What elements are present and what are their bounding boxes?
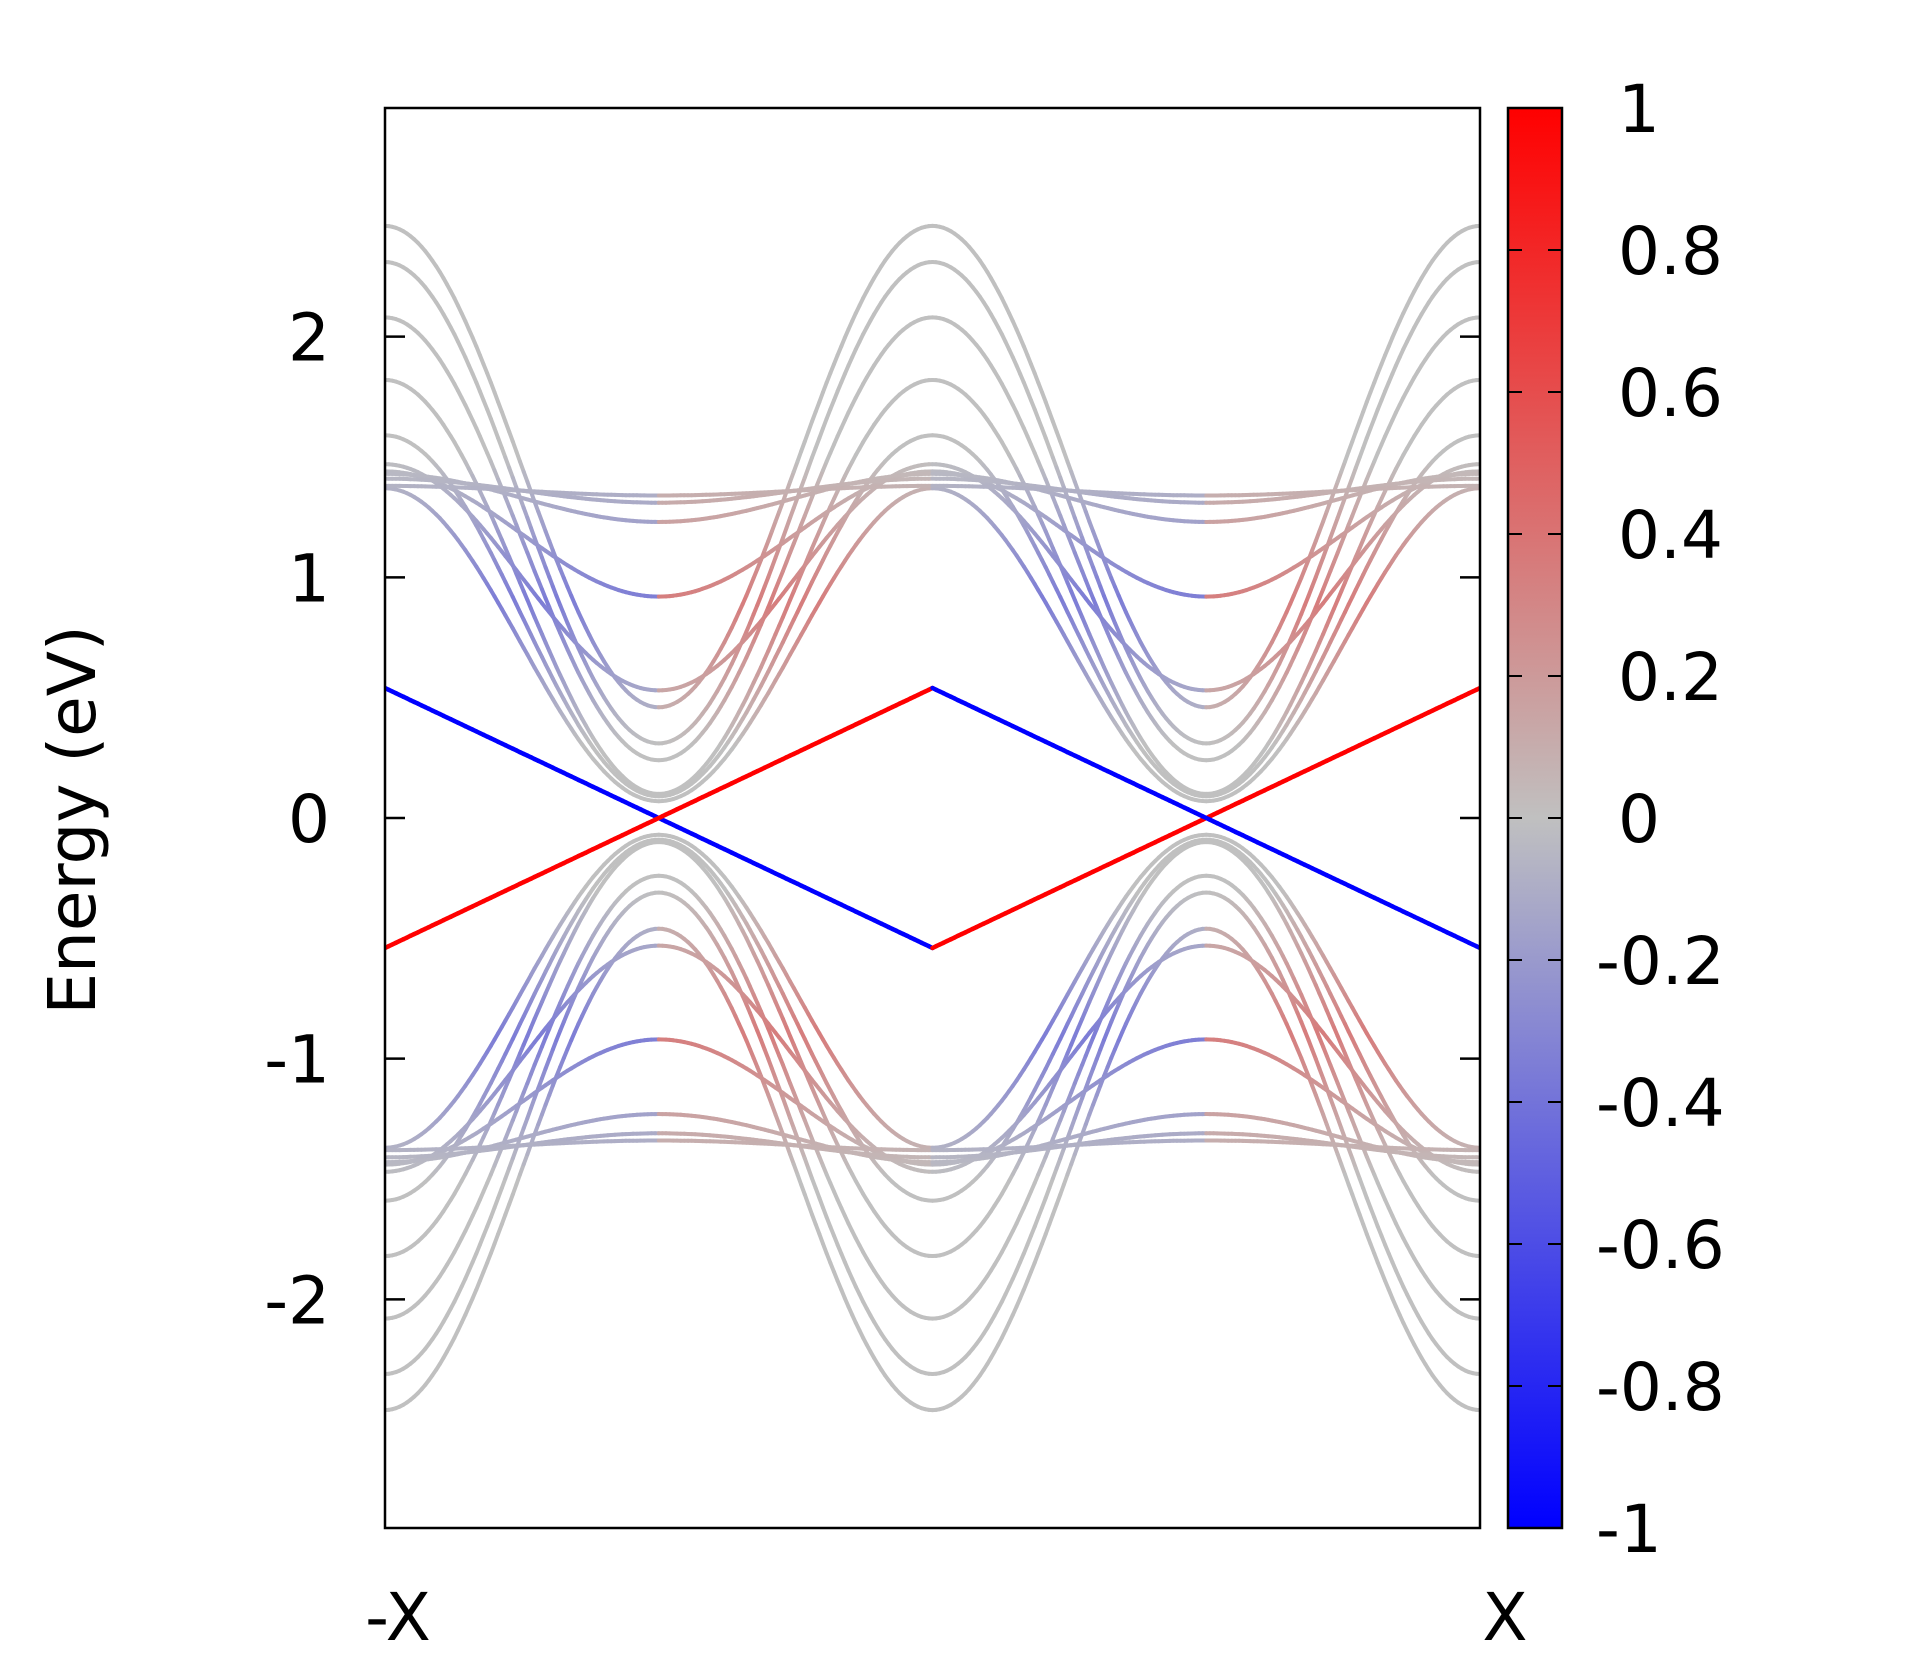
band-lines [385, 223, 1480, 1413]
plot-area [385, 108, 1480, 1528]
